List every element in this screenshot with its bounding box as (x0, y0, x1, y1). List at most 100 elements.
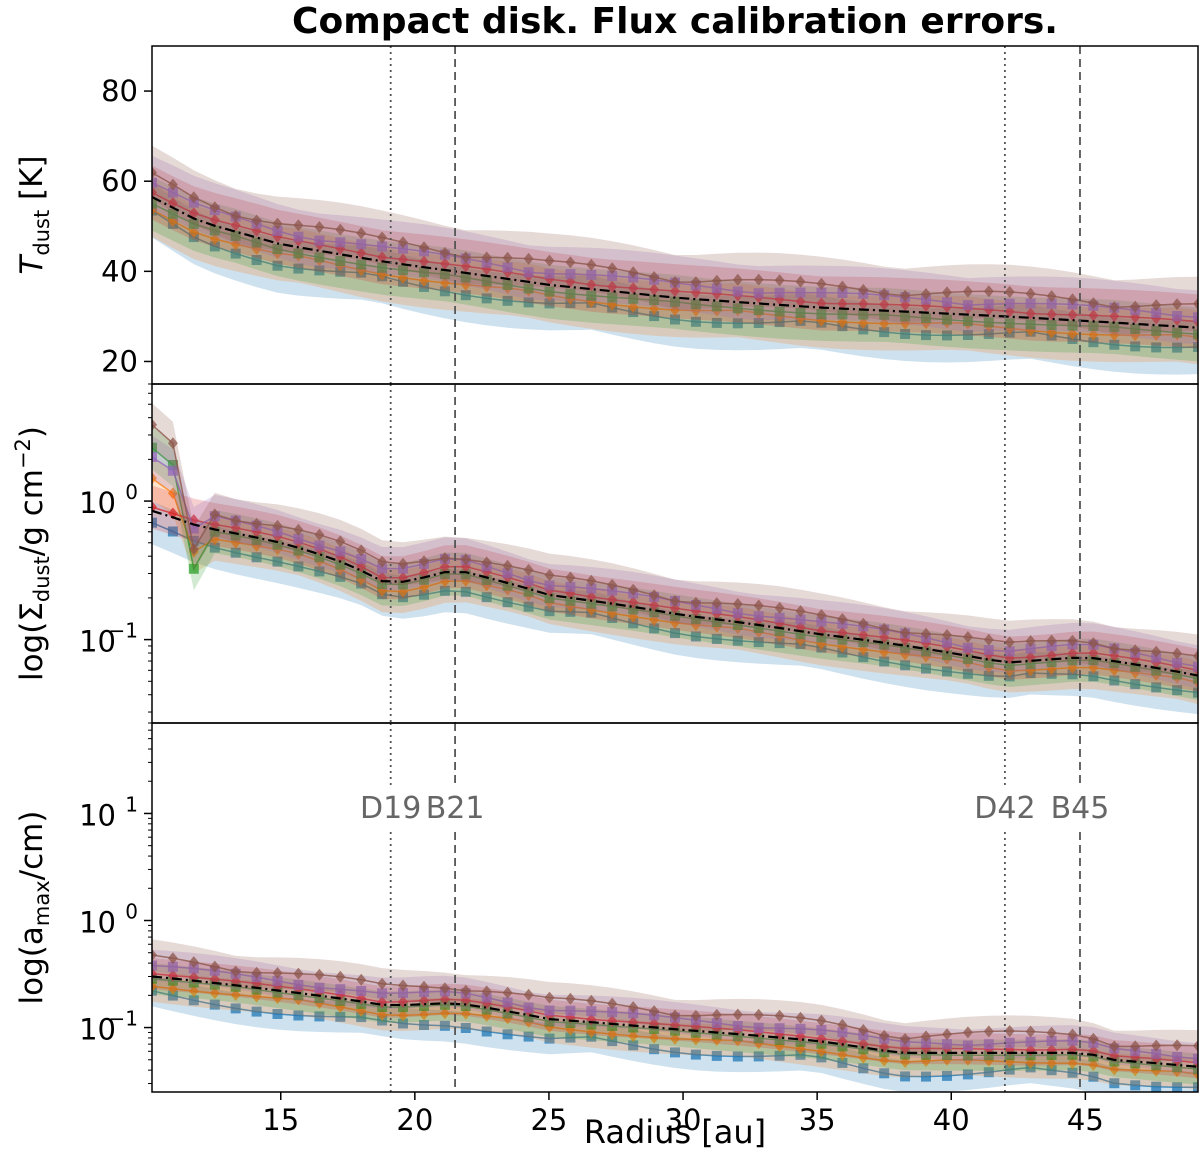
data-point (942, 666, 952, 677)
data-point (1088, 328, 1099, 341)
data-point (1193, 661, 1198, 672)
data-point (188, 218, 199, 229)
data-point (481, 985, 492, 998)
data-point (921, 330, 931, 341)
data-point (628, 1008, 639, 1019)
data-point (481, 556, 492, 569)
data-point (167, 487, 178, 500)
data-point (1004, 285, 1015, 298)
data-point (921, 646, 931, 657)
data-point (649, 1044, 660, 1055)
data-point (1151, 299, 1162, 312)
data-point (188, 985, 199, 998)
data-point (795, 605, 806, 618)
data-point (272, 217, 283, 230)
data-point (152, 177, 157, 188)
data-point (544, 606, 555, 617)
data-point (209, 999, 220, 1010)
data-point (628, 596, 639, 609)
data-point (607, 997, 618, 1010)
data-point (921, 1037, 931, 1048)
y-tick-label: 10 (79, 798, 116, 832)
data-point (1046, 1057, 1057, 1070)
data-point (962, 285, 973, 298)
data-point (586, 574, 597, 587)
data-point (858, 617, 869, 630)
data-point (481, 592, 492, 603)
data-point (628, 300, 639, 313)
data-point (230, 965, 241, 978)
data-point (900, 642, 911, 653)
data-point (921, 1030, 931, 1043)
data-point (670, 285, 680, 298)
data-point (481, 1026, 492, 1037)
data-point (774, 638, 785, 649)
uncertainty-band (152, 176, 1198, 362)
data-point (1193, 673, 1198, 684)
y-axis-label: log(amax/cm) (14, 811, 54, 1005)
data-point (293, 248, 304, 259)
y-tick-label: 20 (101, 344, 138, 378)
data-point (983, 1050, 994, 1061)
data-point (419, 274, 429, 287)
data-point (858, 297, 869, 310)
data-point (419, 281, 429, 292)
data-point (607, 292, 618, 303)
data-point (502, 1008, 513, 1019)
data-point (398, 1009, 408, 1022)
data-point (1046, 320, 1057, 330)
data-point (377, 231, 388, 244)
data-point (753, 273, 764, 286)
data-point (1025, 1025, 1036, 1038)
data-point (774, 626, 785, 637)
data-point (983, 299, 994, 310)
data-point (460, 290, 471, 301)
data-point (314, 528, 325, 541)
data-point (962, 1069, 973, 1080)
data-point (398, 243, 408, 254)
data-point (335, 559, 346, 570)
data-point (837, 613, 848, 625)
data-point (1067, 1035, 1078, 1046)
data-point (356, 239, 367, 250)
data-point (858, 309, 869, 320)
y-tick-exponent: −1 (109, 619, 138, 643)
x-tick-label: 40 (933, 1103, 970, 1137)
data-point (272, 519, 283, 532)
data-point (523, 1012, 534, 1023)
data-point (209, 526, 220, 537)
data-point (1193, 342, 1198, 352)
data-point (774, 601, 785, 614)
data-point (502, 997, 513, 1008)
data-point (439, 569, 450, 579)
data-point (188, 543, 199, 555)
data-point (962, 1026, 973, 1039)
data-point (439, 552, 450, 565)
data-point (628, 266, 639, 279)
data-point (188, 956, 199, 969)
data-point (481, 992, 492, 1003)
data-point (879, 1068, 890, 1079)
series-group (152, 403, 1198, 715)
data-point (1088, 647, 1099, 659)
data-point (816, 297, 827, 310)
data-point (502, 597, 513, 608)
data-point (732, 635, 743, 646)
data-point (167, 460, 178, 470)
data-point (335, 571, 346, 582)
uncertainty-band (152, 403, 1198, 678)
data-point (879, 317, 890, 330)
data-point (356, 544, 367, 557)
data-point (523, 283, 534, 294)
data-point (628, 1040, 639, 1051)
data-point (152, 973, 157, 984)
data-point (523, 1031, 534, 1042)
data-point (565, 595, 576, 606)
data-point (314, 968, 325, 981)
data-point (188, 523, 199, 534)
data-point (1067, 669, 1078, 680)
data-point (1046, 634, 1057, 647)
data-point (209, 241, 220, 252)
data-point (1004, 1064, 1015, 1075)
